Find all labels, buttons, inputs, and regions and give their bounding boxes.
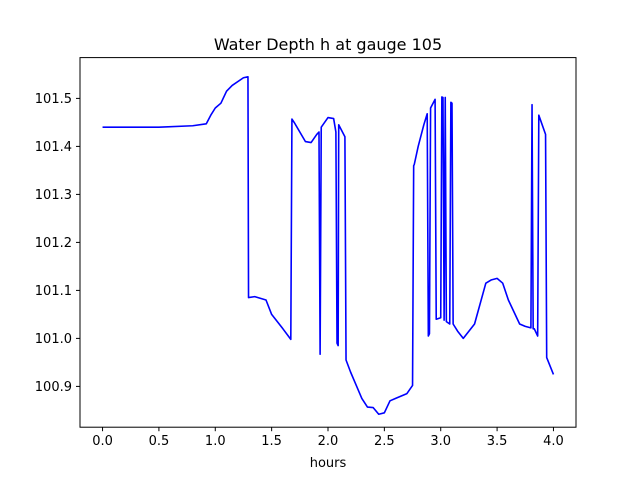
y-tick-label: 101.5 — [35, 92, 72, 107]
x-axis: 0.0 0.5 1.0 1.5 2.0 2.5 3.0 3.5 4.0 — [92, 427, 564, 449]
y-tick-label: 101.0 — [35, 332, 72, 347]
x-tick-label: 4.0 — [543, 434, 564, 449]
x-tick-label: 0.0 — [92, 434, 113, 449]
y-tick-label: 101.3 — [35, 188, 72, 203]
x-tick-label: 3.5 — [487, 434, 508, 449]
x-tick-label: 3.0 — [430, 434, 451, 449]
chart-title: Water Depth h at gauge 105 — [214, 35, 442, 54]
x-tick-label: 1.5 — [261, 434, 282, 449]
x-tick-label: 2.5 — [374, 434, 395, 449]
x-tick-label: 2.0 — [318, 434, 339, 449]
y-tick-label: 101.4 — [35, 140, 72, 155]
y-tick-label: 101.1 — [35, 284, 72, 299]
y-tick-label: 101.2 — [35, 236, 72, 251]
x-tick-label: 1.0 — [205, 434, 226, 449]
y-axis: 100.9 101.0 101.1 101.2 101.3 101.4 101.5 — [35, 92, 80, 395]
x-tick-label: 0.5 — [149, 434, 170, 449]
plot-area — [102, 76, 555, 416]
series-line-0 — [102, 76, 555, 416]
x-axis-label: hours — [310, 456, 347, 471]
y-tick-label: 100.9 — [35, 380, 72, 395]
